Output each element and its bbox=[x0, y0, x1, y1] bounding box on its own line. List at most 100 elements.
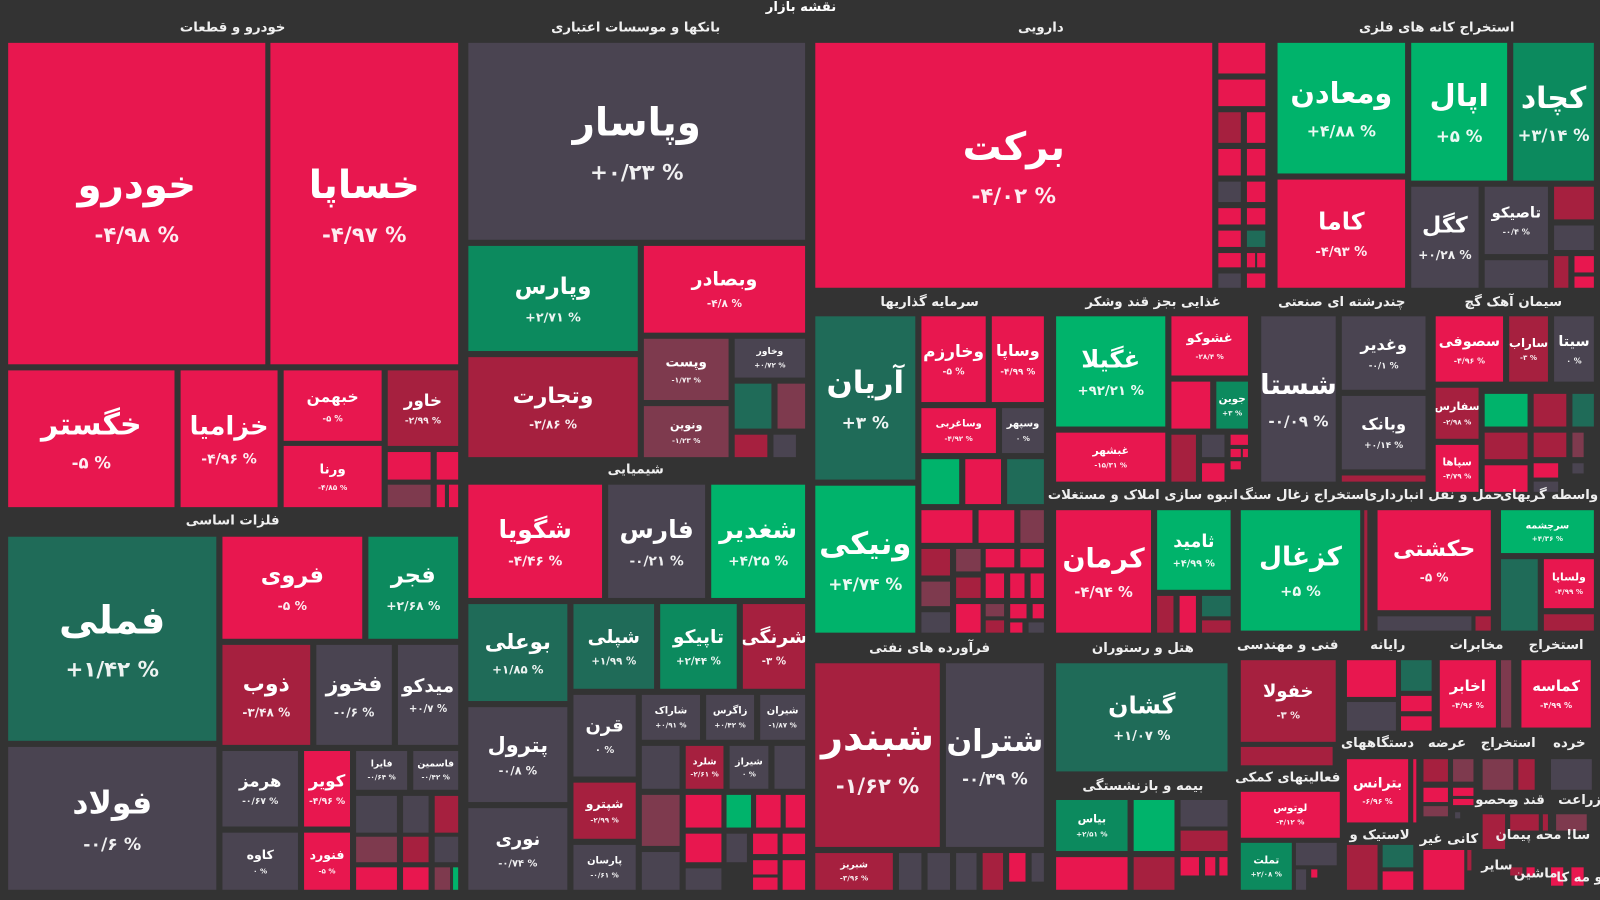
stock-tile[interactable]: شگویا -۴/۴۶ % bbox=[468, 484, 603, 598]
stock-tile-small[interactable] bbox=[1246, 112, 1266, 143]
stock-tile-small[interactable] bbox=[774, 745, 806, 789]
stock-tile-small[interactable] bbox=[1246, 181, 1266, 203]
stock-tile[interactable]: شیران -۱/۸۷ % bbox=[760, 694, 806, 740]
stock-tile-small[interactable] bbox=[1542, 814, 1548, 831]
stock-tile-small[interactable] bbox=[1467, 849, 1472, 871]
stock-tile-small[interactable] bbox=[1246, 208, 1266, 225]
stock-tile-small[interactable] bbox=[1501, 660, 1512, 728]
stock-tile-small[interactable] bbox=[1382, 844, 1414, 868]
stock-tile[interactable]: فخوز -۰/۶ % bbox=[316, 644, 392, 745]
stock-tile-small[interactable] bbox=[1246, 253, 1256, 268]
stock-tile[interactable]: پارسان -۰/۶۱ % bbox=[573, 844, 636, 890]
stock-tile[interactable]: وبانک +۰/۱۴ % bbox=[1341, 395, 1426, 470]
stock-tile[interactable]: ثامید +۴/۹۹ % bbox=[1157, 510, 1231, 590]
stock-tile-small[interactable] bbox=[1475, 616, 1491, 631]
stock-tile[interactable]: وخارزم -۵ % bbox=[921, 316, 986, 403]
stock-tile-small[interactable] bbox=[921, 612, 950, 633]
stock-tile-small[interactable] bbox=[1413, 759, 1417, 823]
stock-tile-small[interactable] bbox=[898, 853, 922, 890]
stock-tile-small[interactable] bbox=[1295, 869, 1307, 890]
stock-tile[interactable]: سفارس -۲/۹۸ % bbox=[1435, 387, 1479, 439]
stock-tile[interactable]: هرمز -۰/۶۷ % bbox=[222, 751, 298, 827]
stock-tile-small[interactable] bbox=[1202, 620, 1231, 633]
stock-tile-small[interactable] bbox=[921, 459, 960, 505]
stock-tile-small[interactable] bbox=[1571, 867, 1584, 886]
stock-tile[interactable]: وسپهر ۰ % bbox=[1002, 408, 1044, 454]
stock-tile-small[interactable] bbox=[1574, 276, 1594, 288]
stock-tile[interactable]: وساغربی -۴/۹۲ % bbox=[921, 408, 996, 454]
stock-tile-small[interactable] bbox=[1257, 253, 1266, 268]
stock-tile-small[interactable] bbox=[1020, 548, 1044, 568]
stock-tile-small[interactable] bbox=[753, 877, 778, 890]
stock-tile-small[interactable] bbox=[1031, 853, 1044, 882]
stock-tile-small[interactable] bbox=[1518, 759, 1535, 790]
stock-tile-small[interactable] bbox=[1382, 871, 1414, 890]
stock-tile-small[interactable] bbox=[1453, 759, 1474, 782]
stock-tile[interactable]: وغدیر -۰/۱ % bbox=[1341, 316, 1426, 390]
stock-tile-small[interactable] bbox=[1032, 604, 1044, 619]
stock-tile-small[interactable] bbox=[1010, 573, 1025, 598]
stock-tile[interactable]: زاگرس +۰/۴۲ % bbox=[706, 694, 755, 740]
stock-tile-small[interactable] bbox=[1246, 148, 1266, 176]
stock-tile-small[interactable] bbox=[921, 510, 973, 543]
stock-tile-small[interactable] bbox=[1202, 434, 1225, 458]
stock-tile-small[interactable] bbox=[436, 484, 445, 508]
stock-tile-small[interactable] bbox=[1180, 830, 1228, 852]
stock-tile-small[interactable] bbox=[1219, 857, 1228, 876]
stock-tile[interactable]: پترول -۰/۸ % bbox=[468, 707, 568, 803]
stock-tile-small[interactable] bbox=[448, 484, 459, 508]
stock-tile[interactable]: خگستر -۵ % bbox=[8, 370, 175, 508]
stock-tile[interactable]: خزامیا -۴/۹۶ % bbox=[180, 370, 278, 508]
stock-tile[interactable]: شپترو -۲/۹۹ % bbox=[573, 782, 636, 839]
stock-tile-small[interactable] bbox=[685, 868, 722, 890]
stock-tile-small[interactable] bbox=[685, 794, 722, 828]
stock-tile[interactable]: فروی -۵ % bbox=[222, 536, 363, 639]
stock-tile-small[interactable] bbox=[1242, 448, 1248, 458]
stock-tile-small[interactable] bbox=[777, 383, 806, 429]
stock-tile-small[interactable] bbox=[1551, 759, 1592, 790]
stock-tile-small[interactable] bbox=[1346, 660, 1396, 697]
stock-tile-small[interactable] bbox=[956, 577, 981, 598]
stock-tile-small[interactable] bbox=[773, 434, 796, 458]
stock-tile-small[interactable] bbox=[1157, 595, 1174, 633]
stock-tile[interactable]: کرمان -۴/۹۴ % bbox=[1056, 510, 1152, 633]
stock-tile-small[interactable] bbox=[726, 794, 752, 828]
stock-tile[interactable]: شبریز -۳/۹۶ % bbox=[815, 853, 893, 890]
stock-tile-small[interactable] bbox=[1010, 622, 1023, 633]
stock-tile-small[interactable] bbox=[1020, 510, 1044, 543]
stock-tile-small[interactable] bbox=[1295, 842, 1337, 866]
stock-tile-small[interactable] bbox=[1230, 461, 1241, 470]
stock-tile[interactable]: بترانس -۶/۹۶ % bbox=[1346, 759, 1409, 823]
stock-tile[interactable]: جوین +۳ % bbox=[1216, 381, 1248, 429]
stock-tile[interactable]: شبندر -۱/۶۲ % bbox=[815, 663, 940, 847]
stock-tile-small[interactable] bbox=[1246, 230, 1266, 247]
stock-tile-small[interactable] bbox=[985, 573, 1005, 598]
stock-tile[interactable]: وخاور +۰/۷۲ % bbox=[734, 338, 806, 378]
stock-tile-small[interactable] bbox=[1484, 432, 1528, 460]
stock-tile-small[interactable] bbox=[1230, 434, 1248, 445]
stock-tile-small[interactable] bbox=[434, 836, 459, 863]
stock-tile-small[interactable] bbox=[403, 795, 429, 833]
stock-tile[interactable]: بیاس +۲/۵۱ % bbox=[1056, 799, 1128, 852]
stock-tile[interactable]: ساراب -۳ % bbox=[1509, 316, 1548, 382]
stock-tile-small[interactable] bbox=[1484, 260, 1548, 288]
stock-tile-small[interactable] bbox=[1218, 112, 1241, 143]
stock-tile[interactable]: فاسمین -۰/۴۲ % bbox=[413, 751, 459, 790]
stock-tile[interactable]: کاما -۴/۹۳ % bbox=[1277, 179, 1406, 288]
stock-tile-small[interactable] bbox=[956, 604, 981, 633]
stock-tile[interactable]: ونیکی +۴/۷۴ % bbox=[815, 485, 916, 633]
stock-tile[interactable]: وپست -۱/۷۳ % bbox=[643, 338, 729, 400]
stock-tile-small[interactable] bbox=[1501, 559, 1538, 631]
stock-tile-small[interactable] bbox=[1202, 463, 1225, 482]
stock-tile-small[interactable] bbox=[356, 795, 397, 833]
stock-tile-small[interactable] bbox=[387, 452, 431, 480]
stock-tile[interactable]: اپال +۵ % bbox=[1411, 42, 1508, 181]
stock-tile-small[interactable] bbox=[1230, 448, 1241, 458]
stock-tile[interactable]: نوری -۰/۷۴ % bbox=[468, 808, 568, 890]
stock-tile-small[interactable] bbox=[985, 604, 1005, 617]
stock-tile[interactable]: کچاد +۳/۱۴ % bbox=[1513, 42, 1594, 181]
stock-tile[interactable]: کماسه -۴/۹۹ % bbox=[1521, 660, 1591, 728]
stock-tile-small[interactable] bbox=[756, 794, 781, 828]
stock-tile-small[interactable] bbox=[1551, 867, 1564, 886]
stock-tile-small[interactable] bbox=[1341, 475, 1426, 482]
